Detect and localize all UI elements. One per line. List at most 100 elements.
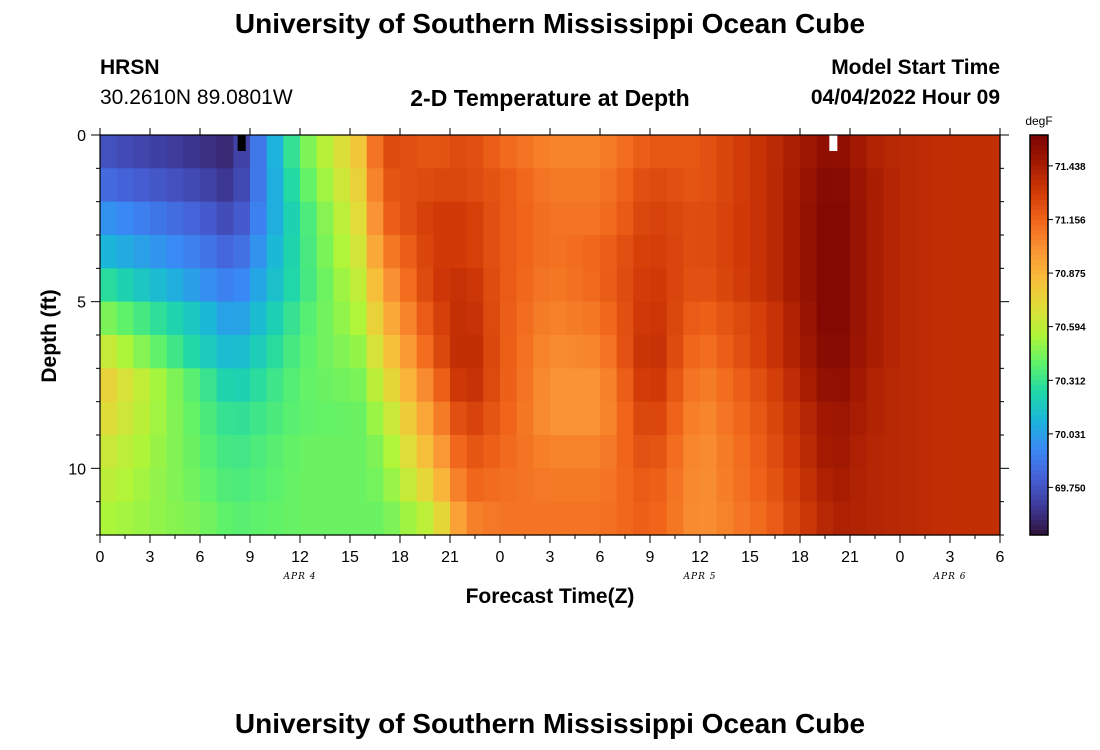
heatmap-cell xyxy=(200,401,218,436)
chart-subtitle: 2-D Temperature at Depth xyxy=(410,85,690,111)
heatmap-cell xyxy=(900,335,918,369)
heatmap-cell xyxy=(300,201,318,236)
heatmap-cell xyxy=(733,235,751,269)
heatmap-cell xyxy=(300,368,318,403)
heatmap-cell xyxy=(383,201,401,236)
colorbar-segment xyxy=(1030,485,1048,491)
heatmap-cell xyxy=(433,135,451,169)
heatmap-cell xyxy=(500,401,518,436)
heatmap-cell xyxy=(166,435,184,469)
heatmap-cell xyxy=(933,168,951,203)
heatmap-cell xyxy=(133,268,151,303)
heatmap-cell xyxy=(350,135,368,169)
heatmap-cell xyxy=(400,368,418,403)
heatmap-cell xyxy=(850,401,868,436)
heatmap-cell xyxy=(916,268,934,303)
heatmap-cell xyxy=(950,235,968,269)
heatmap-cell xyxy=(600,135,618,169)
heatmap-cell xyxy=(216,468,234,503)
heatmap-cell xyxy=(700,435,718,469)
heatmap-cell xyxy=(733,301,751,336)
heatmap-cell xyxy=(150,501,168,536)
heatmap-cell xyxy=(650,335,668,369)
colorbar-segment xyxy=(1030,355,1048,361)
heatmap-cell xyxy=(516,435,534,469)
heatmap-cell xyxy=(300,335,318,369)
heatmap-cell xyxy=(783,168,801,203)
heatmap-cell xyxy=(850,301,868,336)
heatmap-cell xyxy=(350,301,368,336)
colorbar-segment xyxy=(1030,195,1048,201)
heatmap-cell xyxy=(883,335,901,369)
heatmap-cell xyxy=(966,435,984,469)
heatmap-cell xyxy=(750,235,768,269)
heatmap-cell xyxy=(833,435,851,469)
heatmap-cell xyxy=(933,335,951,369)
heatmap-cell xyxy=(333,401,351,436)
heatmap-cell xyxy=(616,135,634,169)
heatmap-cell xyxy=(633,268,651,303)
heatmap-cell xyxy=(400,401,418,436)
heatmap-cell xyxy=(633,368,651,403)
heatmap-cell xyxy=(216,201,234,236)
heatmap-cell xyxy=(150,335,168,369)
colorbar-segment xyxy=(1030,300,1048,306)
heatmap-cell xyxy=(400,235,418,269)
heatmap-cell xyxy=(716,301,734,336)
heatmap-cell xyxy=(900,368,918,403)
heatmap-cell xyxy=(683,435,701,469)
heatmap-cell xyxy=(516,135,534,169)
heatmap-cell xyxy=(366,501,384,536)
heatmap-cell xyxy=(166,135,184,169)
x-date-label: APR 6 xyxy=(933,572,967,582)
heatmap-cell xyxy=(966,235,984,269)
colorbar-unit: degF xyxy=(1025,114,1052,128)
heatmap-cell xyxy=(250,301,268,336)
heatmap-cell xyxy=(100,468,118,503)
heatmap-cell xyxy=(950,301,968,336)
heatmap-cell xyxy=(233,335,251,369)
heatmap-cell xyxy=(750,468,768,503)
heatmap-cell xyxy=(733,201,751,236)
heatmap-cell xyxy=(983,368,1001,403)
heatmap-cell xyxy=(600,435,618,469)
heatmap-cell xyxy=(450,235,468,269)
heatmap-cell xyxy=(616,435,634,469)
heatmap-cell xyxy=(150,435,168,469)
heatmap-cell xyxy=(866,468,884,503)
heatmap-cell xyxy=(900,401,918,436)
heatmap-cell xyxy=(966,401,984,436)
heatmap-cell xyxy=(116,368,134,403)
heatmap-cell xyxy=(133,501,151,536)
heatmap-cell xyxy=(233,168,251,203)
heatmap-cell xyxy=(833,268,851,303)
heatmap-cell xyxy=(233,135,251,169)
heatmap-cell xyxy=(350,435,368,469)
heatmap-cell xyxy=(800,168,818,203)
heatmap-cell xyxy=(116,435,134,469)
heatmap-cell xyxy=(400,301,418,336)
heatmap-cell xyxy=(883,135,901,169)
heatmap-cell xyxy=(516,401,534,436)
heatmap-cell xyxy=(383,235,401,269)
heatmap-cell xyxy=(566,301,584,336)
heatmap-cell xyxy=(933,401,951,436)
heatmap-cell xyxy=(316,435,334,469)
colorbar-segment xyxy=(1030,450,1048,456)
model-start-label: Model Start Time xyxy=(831,56,1000,79)
heatmap-cell xyxy=(150,235,168,269)
heatmap-cell xyxy=(616,501,634,536)
heatmap-cells xyxy=(100,135,1001,536)
heatmap-cell xyxy=(866,301,884,336)
heatmap-cell xyxy=(616,301,634,336)
heatmap-cell xyxy=(750,201,768,236)
heatmap-cell xyxy=(550,435,568,469)
heatmap-cell xyxy=(483,168,501,203)
heatmap-cell xyxy=(716,435,734,469)
heatmap-cell xyxy=(566,235,584,269)
heatmap-cell xyxy=(866,435,884,469)
heatmap-cell xyxy=(216,368,234,403)
x-tick-label: 21 xyxy=(441,549,459,566)
heatmap-cell xyxy=(700,235,718,269)
colorbar-segment xyxy=(1030,410,1048,416)
